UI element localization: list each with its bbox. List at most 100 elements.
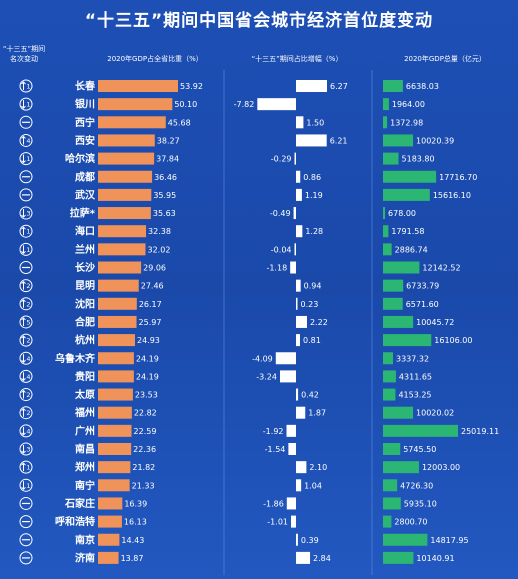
gdp-value-label: 5745.50 xyxy=(403,445,436,454)
city-label: 乌鲁木齐 xyxy=(55,352,96,365)
gdp-value-label: 1964.00 xyxy=(392,100,425,109)
increase-value-label: 0.23 xyxy=(301,300,319,309)
city-label: 武汉 xyxy=(75,188,96,201)
gdp-value-label: 10045.72 xyxy=(416,318,454,327)
share-bar xyxy=(98,406,132,419)
increase-bar xyxy=(296,188,302,201)
gdp-bar xyxy=(383,388,396,401)
rank-change-circle xyxy=(19,406,33,420)
city-label: 济南 xyxy=(75,551,95,564)
increase-value-label: 0.42 xyxy=(301,391,319,400)
rank-change-circle xyxy=(19,224,33,238)
share-bar xyxy=(98,334,135,347)
share-value-label: 37.84 xyxy=(156,155,179,164)
city-label: 郑州 xyxy=(75,461,95,474)
share-value-label: 50.10 xyxy=(174,100,197,109)
increase-bar xyxy=(296,388,299,401)
city-label: 兰州 xyxy=(75,243,95,256)
increase-value-label: -1.92 xyxy=(263,427,284,436)
rank-change-number: 4 xyxy=(26,355,30,363)
increase-bar xyxy=(294,243,296,256)
share-value-label: 23.53 xyxy=(135,391,158,400)
increase-value-label: 1.50 xyxy=(306,118,324,127)
increase-bar xyxy=(296,134,327,147)
rank-change-number: 1 xyxy=(26,101,30,109)
gdp-bar xyxy=(383,188,430,201)
rank-change-circle xyxy=(19,152,33,166)
increase-bar xyxy=(275,352,296,365)
share-bar xyxy=(98,243,146,256)
arrow-head-icon xyxy=(21,359,26,363)
rank-change-number: 1 xyxy=(26,464,30,472)
gdp-bar xyxy=(383,207,386,220)
increase-value-label: 2.10 xyxy=(309,463,327,472)
gdp-bar xyxy=(383,279,404,292)
share-bar xyxy=(98,152,155,165)
rank-change-circle xyxy=(19,279,33,293)
increase-bar xyxy=(296,225,303,238)
city-label: 石家庄 xyxy=(64,497,95,510)
increase-bar xyxy=(296,406,306,419)
gdp-bar xyxy=(383,297,403,310)
rank-change-circle xyxy=(19,533,33,547)
share-bar xyxy=(98,297,137,310)
share-value-label: 21.82 xyxy=(132,463,155,472)
gdp-value-label: 14817.95 xyxy=(430,536,468,545)
share-bar xyxy=(98,352,134,365)
share-value-label: 45.68 xyxy=(168,118,191,127)
gdp-value-label: 5183.80 xyxy=(402,155,435,164)
city-label: 太原 xyxy=(74,388,95,401)
gdp-value-label: 25019.11 xyxy=(461,427,499,436)
increase-value-label: -1.01 xyxy=(267,518,288,527)
gdp-value-label: 16106.00 xyxy=(434,336,472,345)
rank-change-circle xyxy=(19,315,33,329)
arrow-head-icon xyxy=(21,407,26,412)
gdp-value-label: 2800.70 xyxy=(394,518,427,527)
share-bar xyxy=(98,424,132,437)
share-bar xyxy=(98,134,155,147)
arrow-head-icon xyxy=(21,389,26,393)
share-value-label: 16.39 xyxy=(124,499,147,508)
city-label: 长春 xyxy=(75,80,95,93)
share-value-label: 27.46 xyxy=(141,282,164,291)
share-value-label: 35.95 xyxy=(153,191,176,200)
increase-value-label: 0.39 xyxy=(301,536,319,545)
gdp-bar xyxy=(383,225,389,238)
share-bar xyxy=(98,225,147,238)
rank-change-circle xyxy=(19,115,33,129)
increase-bar xyxy=(296,533,298,546)
increase-value-label: 1.04 xyxy=(304,481,322,490)
share-value-label: 21.33 xyxy=(132,481,155,490)
gdp-value-label: 1372.98 xyxy=(390,118,423,127)
arrow-head-icon xyxy=(21,226,26,230)
gdp-share-header: 2020年GDP占全省比重（%） xyxy=(107,55,203,63)
arrow-head-icon xyxy=(21,432,26,436)
rank-change-circle xyxy=(19,442,33,456)
gdp-value-label: 4726.30 xyxy=(400,481,433,490)
gdp-value-label: 2886.74 xyxy=(395,245,428,254)
increase-bar xyxy=(291,515,296,528)
rank-change-circle xyxy=(19,496,33,510)
share-value-label: 22.59 xyxy=(134,427,157,436)
gdp-bar xyxy=(383,497,401,510)
arrow-head-icon xyxy=(21,105,26,109)
gdp-bar xyxy=(383,370,396,383)
share-value-label: 32.38 xyxy=(148,227,171,236)
gdp-value-label: 678.00 xyxy=(388,209,416,218)
gdp-value-label: 12142.52 xyxy=(422,264,460,273)
share-value-label: 36.46 xyxy=(154,173,177,182)
share-bar xyxy=(98,188,152,201)
share-bar xyxy=(98,515,122,528)
increase-value-label: -0.49 xyxy=(270,209,291,218)
city-label: 西安 xyxy=(75,134,95,147)
gdp-bar xyxy=(383,98,389,111)
arrow-head-icon xyxy=(21,250,26,255)
rank-change-circle xyxy=(19,188,33,202)
rank-change-circle xyxy=(19,170,33,184)
city-label: 广州 xyxy=(75,424,95,437)
gdp-bar xyxy=(383,461,419,474)
gdp-bar xyxy=(383,315,414,328)
gdp-bar xyxy=(383,424,458,437)
share-increase-header: “十三五”期间占比增幅（%） xyxy=(251,55,343,63)
